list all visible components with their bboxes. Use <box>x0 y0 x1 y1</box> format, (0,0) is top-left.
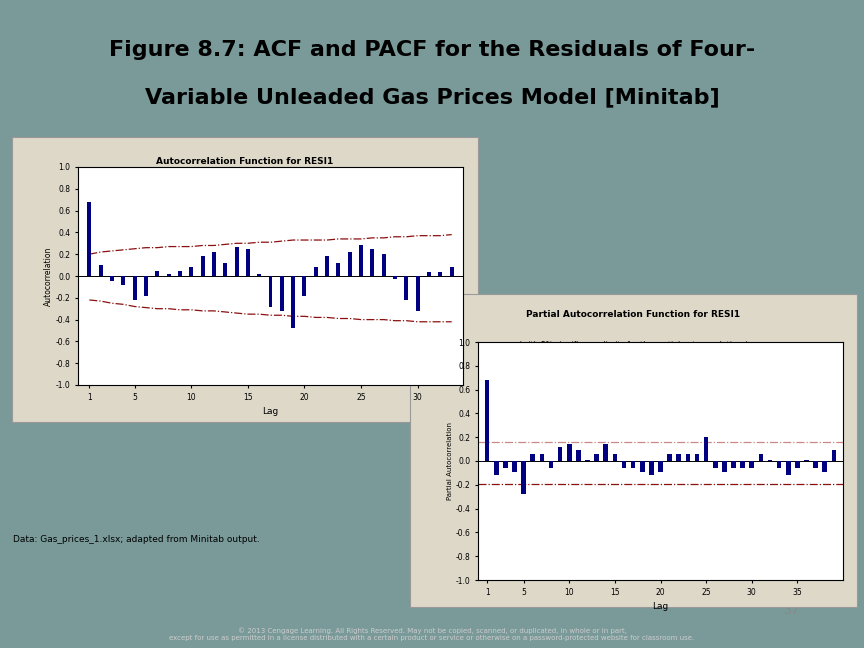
Bar <box>133 276 137 300</box>
Bar <box>485 380 489 461</box>
Bar <box>667 454 672 461</box>
Text: © 2013 Cengage Learning. All Rights Reserved. May not be copied, scanned, or dup: © 2013 Cengage Learning. All Rights Rese… <box>169 627 695 642</box>
Bar <box>302 276 307 295</box>
Bar <box>649 461 654 475</box>
Bar <box>813 461 818 468</box>
Text: (with 5% significance limits for the partial autocorrelations): (with 5% significance limits for the par… <box>518 341 748 350</box>
Bar <box>576 450 581 461</box>
Text: Data: Gas_prices_1.xlsx; adapted from Minitab output.: Data: Gas_prices_1.xlsx; adapted from Mi… <box>13 535 260 544</box>
Bar <box>189 267 194 276</box>
Bar <box>658 461 663 472</box>
Text: Autocorrelation Function for RESI1: Autocorrelation Function for RESI1 <box>156 157 334 166</box>
Bar <box>786 461 791 475</box>
Bar <box>512 461 517 472</box>
Text: (with 5% significance limits for the autocorrelations): (with 5% significance limits for the aut… <box>144 185 346 194</box>
Bar <box>234 247 238 276</box>
Bar <box>382 254 385 276</box>
Text: Figure 8.7: ACF and PACF for the Residuals of Four-: Figure 8.7: ACF and PACF for the Residua… <box>109 40 755 60</box>
Bar <box>777 461 781 468</box>
Bar <box>212 252 216 276</box>
Bar <box>740 461 745 468</box>
Bar <box>449 267 454 276</box>
Bar <box>144 276 148 295</box>
Bar <box>348 252 352 276</box>
Y-axis label: Partial Autocorrelation: Partial Autocorrelation <box>447 422 453 500</box>
Bar <box>540 454 544 461</box>
Bar <box>438 272 442 276</box>
Y-axis label: Autocorrelation: Autocorrelation <box>44 246 53 306</box>
Bar <box>585 460 590 461</box>
Bar <box>622 461 626 468</box>
Bar <box>521 461 526 494</box>
Bar <box>427 272 431 276</box>
Bar <box>200 257 205 276</box>
Bar <box>749 461 754 468</box>
Text: Partial Autocorrelation Function for RESI1: Partial Autocorrelation Function for RES… <box>526 310 740 319</box>
Bar <box>558 446 562 461</box>
Bar <box>631 461 635 468</box>
Bar <box>594 454 599 461</box>
Bar <box>246 249 250 276</box>
Bar <box>823 461 827 472</box>
Bar <box>759 454 763 461</box>
Text: Variable Unleaded Gas Prices Model [Minitab]: Variable Unleaded Gas Prices Model [Mini… <box>144 87 720 108</box>
Bar <box>494 461 499 475</box>
Bar <box>359 246 363 276</box>
Bar <box>121 276 125 284</box>
Bar <box>768 460 772 461</box>
Text: 37: 37 <box>783 604 798 617</box>
Bar <box>325 257 329 276</box>
X-axis label: Lag: Lag <box>263 407 278 416</box>
Bar <box>291 276 295 329</box>
Bar <box>314 267 318 276</box>
X-axis label: Lag: Lag <box>652 602 669 611</box>
Bar <box>677 454 681 461</box>
Bar <box>722 461 727 472</box>
Bar <box>336 263 340 276</box>
Bar <box>404 276 409 300</box>
Bar <box>503 461 508 468</box>
Bar <box>731 461 736 468</box>
Bar <box>110 276 114 281</box>
Bar <box>393 276 397 279</box>
Bar <box>603 445 608 461</box>
Bar <box>223 263 227 276</box>
Bar <box>416 276 420 311</box>
Bar <box>178 271 182 276</box>
Bar <box>530 454 535 461</box>
Bar <box>804 460 809 461</box>
Bar <box>87 202 92 276</box>
Bar <box>371 249 374 276</box>
Bar <box>695 454 699 461</box>
Bar <box>167 274 170 276</box>
Bar <box>280 276 283 311</box>
Bar <box>686 454 690 461</box>
Bar <box>567 445 571 461</box>
Bar <box>613 454 617 461</box>
Bar <box>713 461 717 468</box>
Bar <box>269 276 272 307</box>
Bar <box>549 461 553 468</box>
Bar <box>257 274 261 276</box>
Bar <box>640 461 645 472</box>
Bar <box>98 265 103 276</box>
Bar <box>831 450 836 461</box>
Bar <box>795 461 800 468</box>
Bar <box>156 271 159 276</box>
Bar <box>704 437 708 461</box>
